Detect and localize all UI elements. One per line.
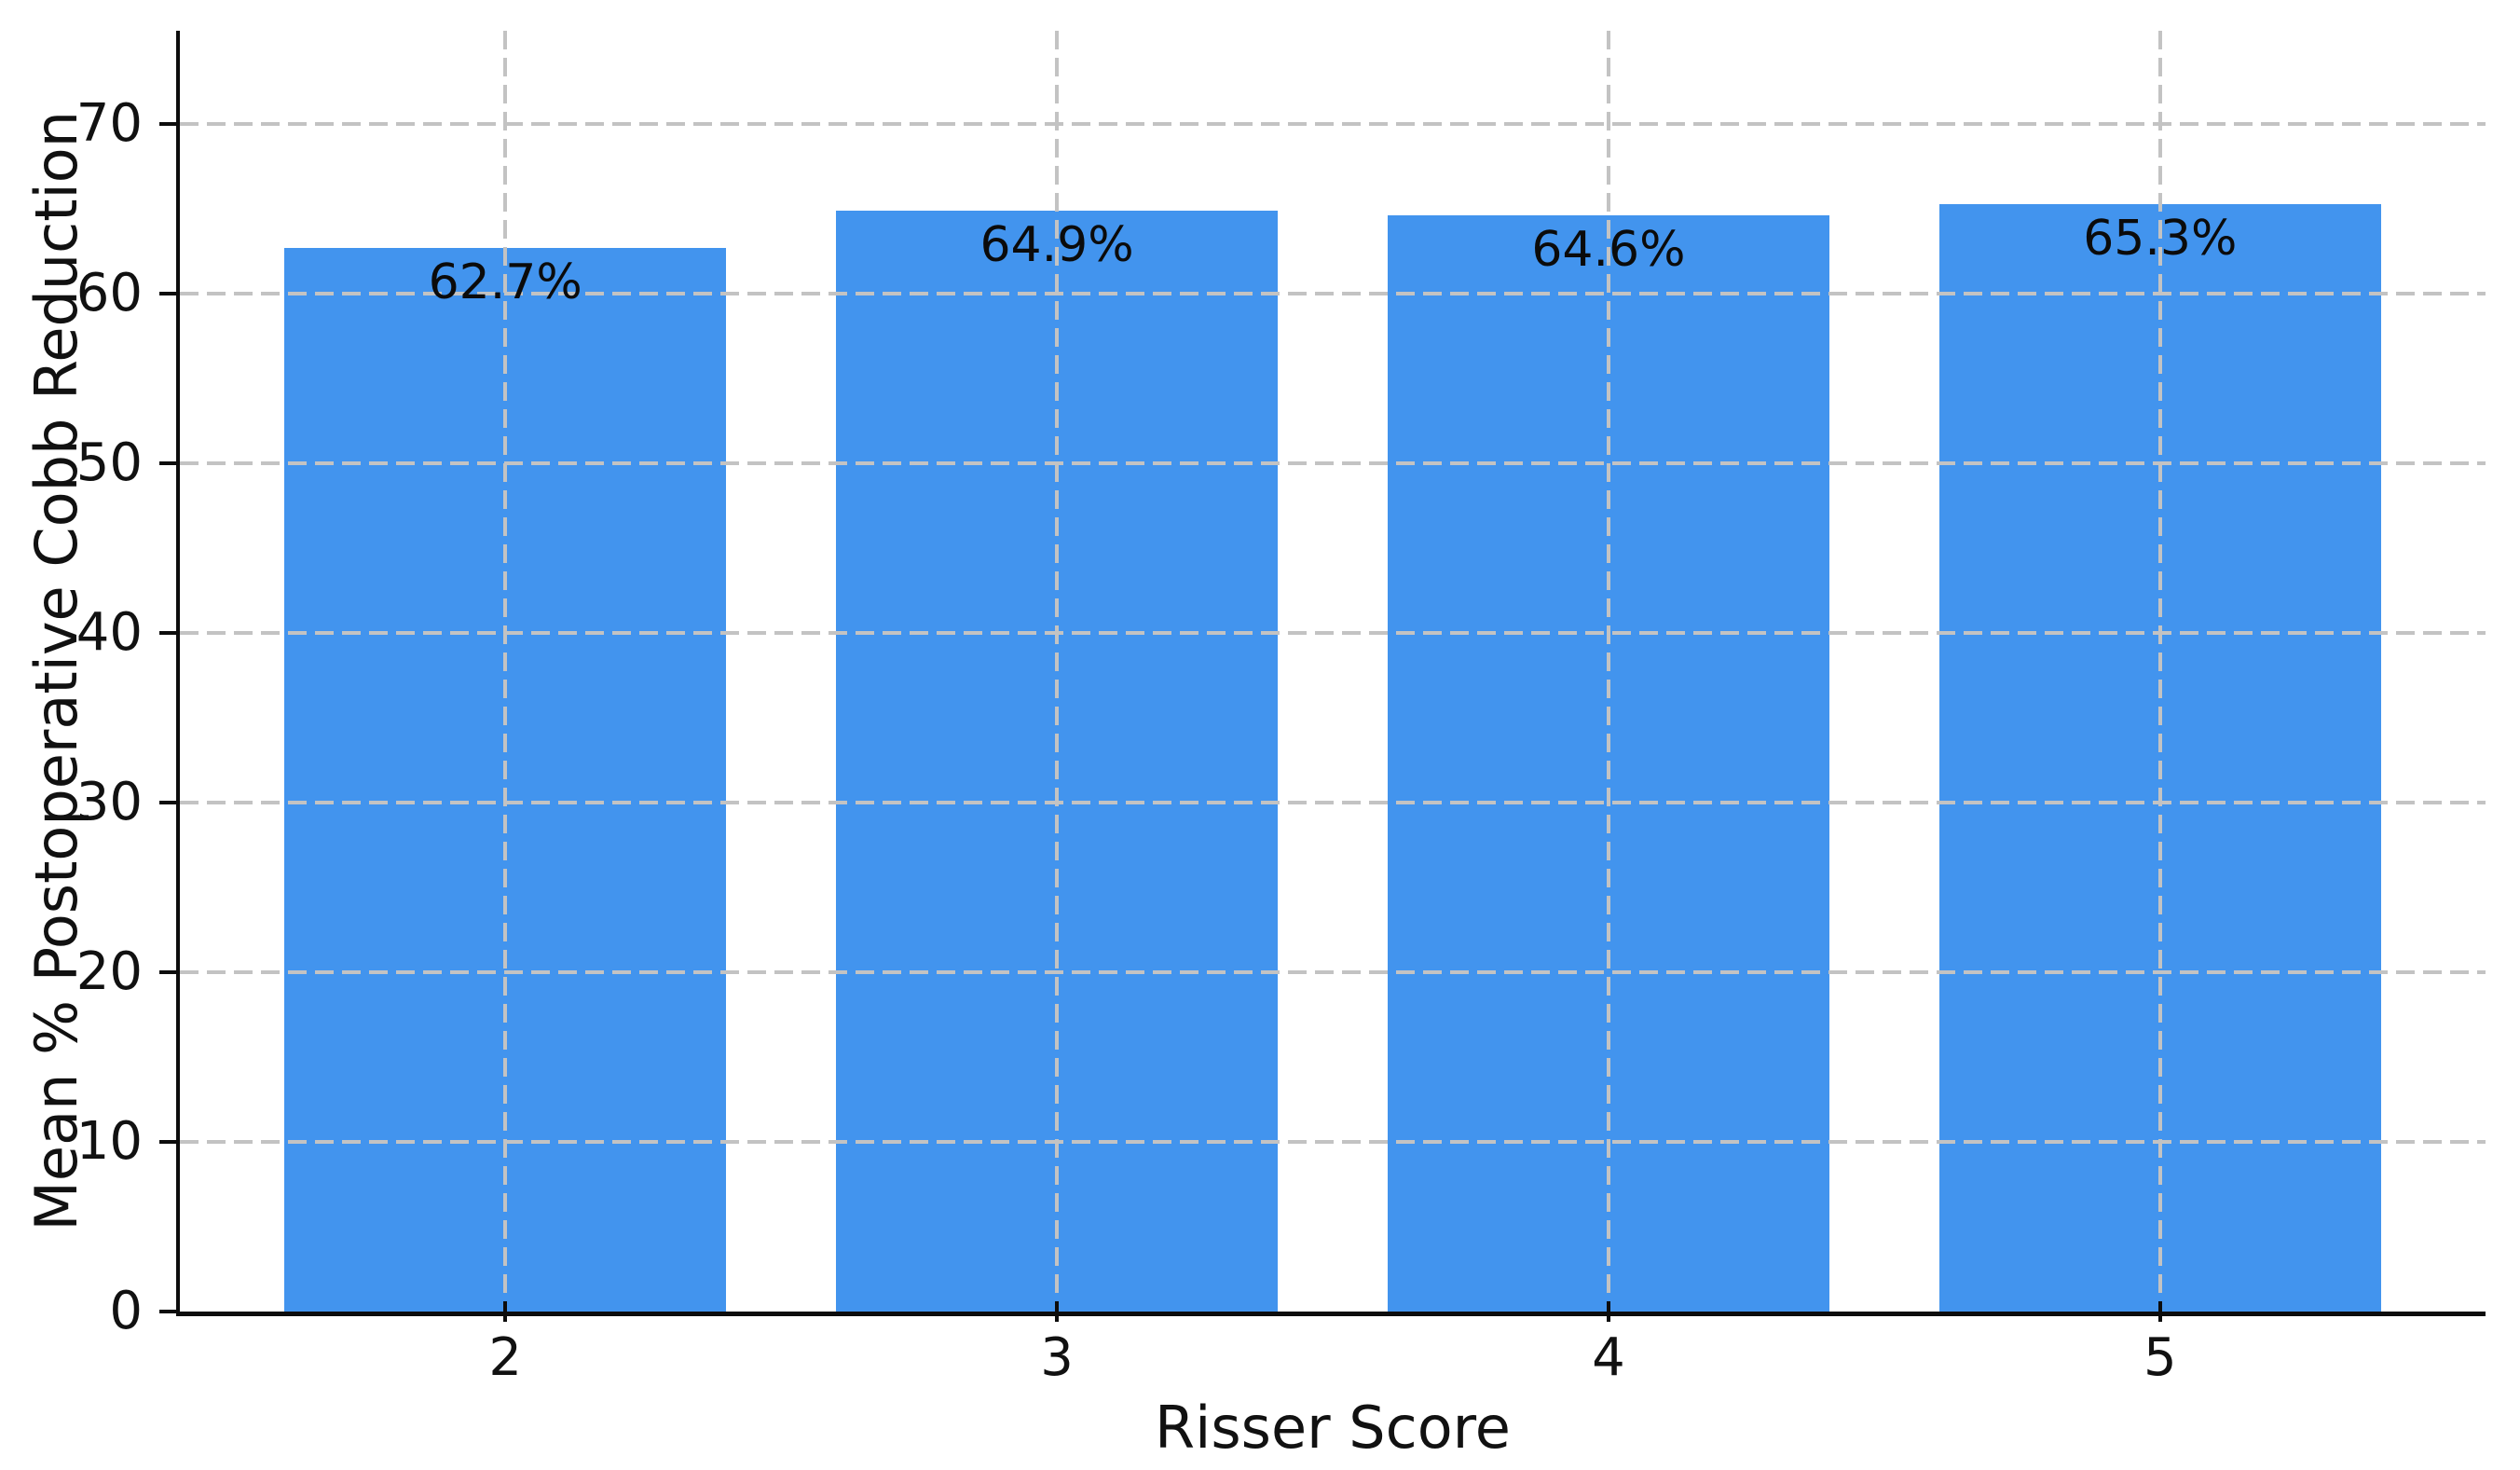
y-tick-mark <box>159 970 176 975</box>
y-axis-spine <box>176 31 180 1316</box>
bar-value-label: 64.9% <box>979 216 1134 273</box>
bar-value-label: 65.3% <box>2083 210 2238 267</box>
vertical-gridline <box>503 31 508 1312</box>
horizontal-gridline <box>180 1140 2486 1144</box>
horizontal-gridline <box>180 631 2486 636</box>
bar-value-label: 62.7% <box>428 254 582 310</box>
y-tick-mark <box>159 292 176 296</box>
x-axis-spine <box>176 1312 2486 1316</box>
x-tick-mark <box>2157 1301 2162 1322</box>
vertical-gridline <box>1606 31 1610 1312</box>
y-tick-label: 0 <box>109 1281 143 1341</box>
y-tick-mark <box>159 1310 176 1313</box>
y-tick-label: 40 <box>75 602 143 664</box>
y-tick-mark <box>159 801 176 805</box>
y-tick-mark <box>159 122 176 127</box>
bar-value-label: 64.6% <box>1531 222 1686 279</box>
y-tick-label: 50 <box>75 433 143 494</box>
x-tick-label: 4 <box>1592 1327 1625 1388</box>
vertical-gridline <box>2157 31 2162 1312</box>
horizontal-gridline <box>180 292 2486 296</box>
horizontal-gridline <box>180 122 2486 127</box>
y-tick-label: 30 <box>75 772 143 833</box>
x-tick-mark <box>503 1301 508 1322</box>
x-axis-title: Risser Score <box>1155 1394 1511 1462</box>
x-tick-mark <box>1606 1301 1610 1322</box>
y-tick-label: 70 <box>75 93 143 155</box>
x-tick-label: 3 <box>1040 1327 1074 1388</box>
x-tick-label: 2 <box>488 1327 522 1388</box>
horizontal-gridline <box>180 461 2486 466</box>
horizontal-gridline <box>180 801 2486 805</box>
y-tick-mark <box>159 461 176 466</box>
horizontal-gridline <box>180 970 2486 975</box>
plot-area: Mean % Postoperative Cobb Reduction Riss… <box>22 31 2486 1462</box>
vertical-gridline <box>1055 31 1060 1312</box>
y-tick-label: 10 <box>75 1111 143 1172</box>
y-tick-label: 60 <box>75 263 143 324</box>
y-tick-label: 20 <box>75 941 143 1003</box>
x-tick-label: 5 <box>2143 1327 2177 1388</box>
x-tick-mark <box>1055 1301 1060 1322</box>
y-tick-mark <box>159 631 176 636</box>
y-tick-mark <box>159 1140 176 1144</box>
